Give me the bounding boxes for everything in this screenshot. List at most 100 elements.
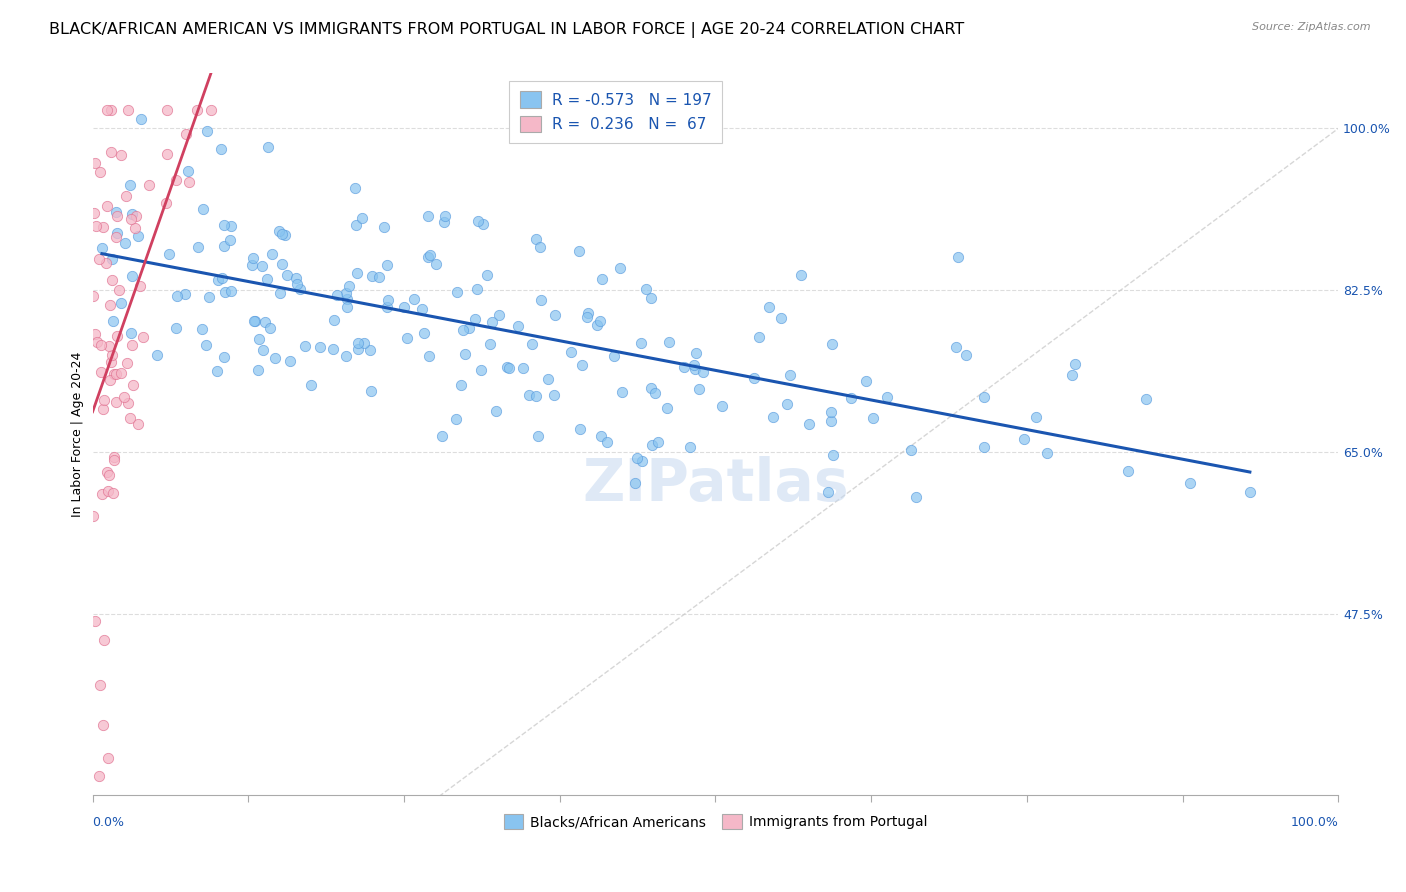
Point (336, 300, 359, 314)
Point (105, 226, 128, 240)
Point (640, 381, 662, 395)
Point (115, 189, 138, 203)
Point (205, 364, 228, 378)
Point (416, 209, 439, 223)
Point (156, 103, 179, 117)
Point (89, 165, 111, 179)
Point (360, 384, 382, 398)
Point (103, 367, 125, 381)
Point (335, 286, 357, 301)
Point (240, 258, 263, 272)
Point (862, 410, 884, 425)
Point (517, 388, 540, 402)
Point (481, 315, 503, 329)
Point (683, 358, 706, 372)
Point (817, 485, 839, 500)
Point (776, 396, 799, 410)
Point (524, 389, 547, 403)
Point (100, 103, 122, 117)
Point (900, 443, 922, 458)
Point (101, 486, 124, 500)
Point (179, 175, 201, 189)
Point (110, 366, 132, 380)
Point (90, 338, 112, 352)
Point (294, 339, 316, 353)
Point (104, 205, 127, 219)
Point (425, 257, 447, 271)
Point (105, 209, 128, 223)
Point (98, 298, 121, 312)
Point (657, 401, 679, 415)
Point (641, 438, 664, 452)
Point (105, 329, 128, 343)
Point (1064, 358, 1087, 372)
Point (339, 279, 361, 293)
Point (212, 350, 235, 364)
Point (630, 336, 652, 351)
Point (479, 337, 502, 351)
Point (121, 377, 143, 392)
Point (610, 385, 633, 400)
Point (404, 292, 426, 306)
Point (103, 453, 125, 467)
Point (451, 323, 474, 337)
Point (457, 320, 479, 334)
Point (498, 361, 520, 376)
Point (299, 378, 322, 392)
Point (685, 346, 707, 360)
Point (194, 338, 217, 352)
Point (186, 103, 208, 117)
Point (103, 450, 125, 464)
Point (496, 360, 519, 375)
Point (576, 306, 599, 320)
Point (242, 251, 264, 265)
Point (271, 257, 294, 271)
Point (267, 224, 290, 238)
Point (83, 327, 105, 342)
Point (127, 229, 149, 244)
Point (96, 199, 118, 213)
Point (520, 337, 543, 351)
Point (624, 475, 647, 490)
Point (335, 349, 357, 363)
Point (276, 268, 298, 282)
Point (121, 338, 143, 352)
Text: Source: ZipAtlas.com: Source: ZipAtlas.com (1253, 22, 1371, 32)
Point (173, 286, 195, 301)
Point (118, 410, 141, 425)
Point (83, 614, 105, 628)
Point (98, 373, 121, 387)
Text: ZIPatlas: ZIPatlas (582, 456, 849, 513)
Point (1025, 409, 1047, 424)
Point (758, 300, 780, 314)
Point (100, 355, 122, 369)
Y-axis label: In Labor Force | Age 20-24: In Labor Force | Age 20-24 (72, 351, 84, 516)
Point (129, 112, 152, 127)
Point (530, 293, 553, 307)
Point (658, 335, 681, 350)
Point (269, 285, 291, 300)
Point (90, 365, 112, 379)
Point (84, 156, 107, 170)
Point (209, 142, 232, 156)
Point (821, 337, 844, 351)
Point (100, 145, 122, 160)
Point (688, 382, 710, 396)
Point (434, 210, 457, 224)
Point (352, 211, 374, 225)
Point (591, 272, 613, 286)
Point (1062, 368, 1084, 382)
Point (797, 417, 820, 431)
Point (855, 374, 877, 388)
Point (89, 678, 111, 692)
Point (273, 228, 295, 243)
Point (470, 363, 492, 377)
Point (373, 220, 395, 235)
Point (91, 241, 114, 255)
Point (110, 296, 132, 310)
Point (165, 320, 187, 334)
Point (596, 435, 619, 450)
Point (195, 124, 218, 138)
Point (93, 392, 115, 407)
Point (326, 288, 349, 302)
